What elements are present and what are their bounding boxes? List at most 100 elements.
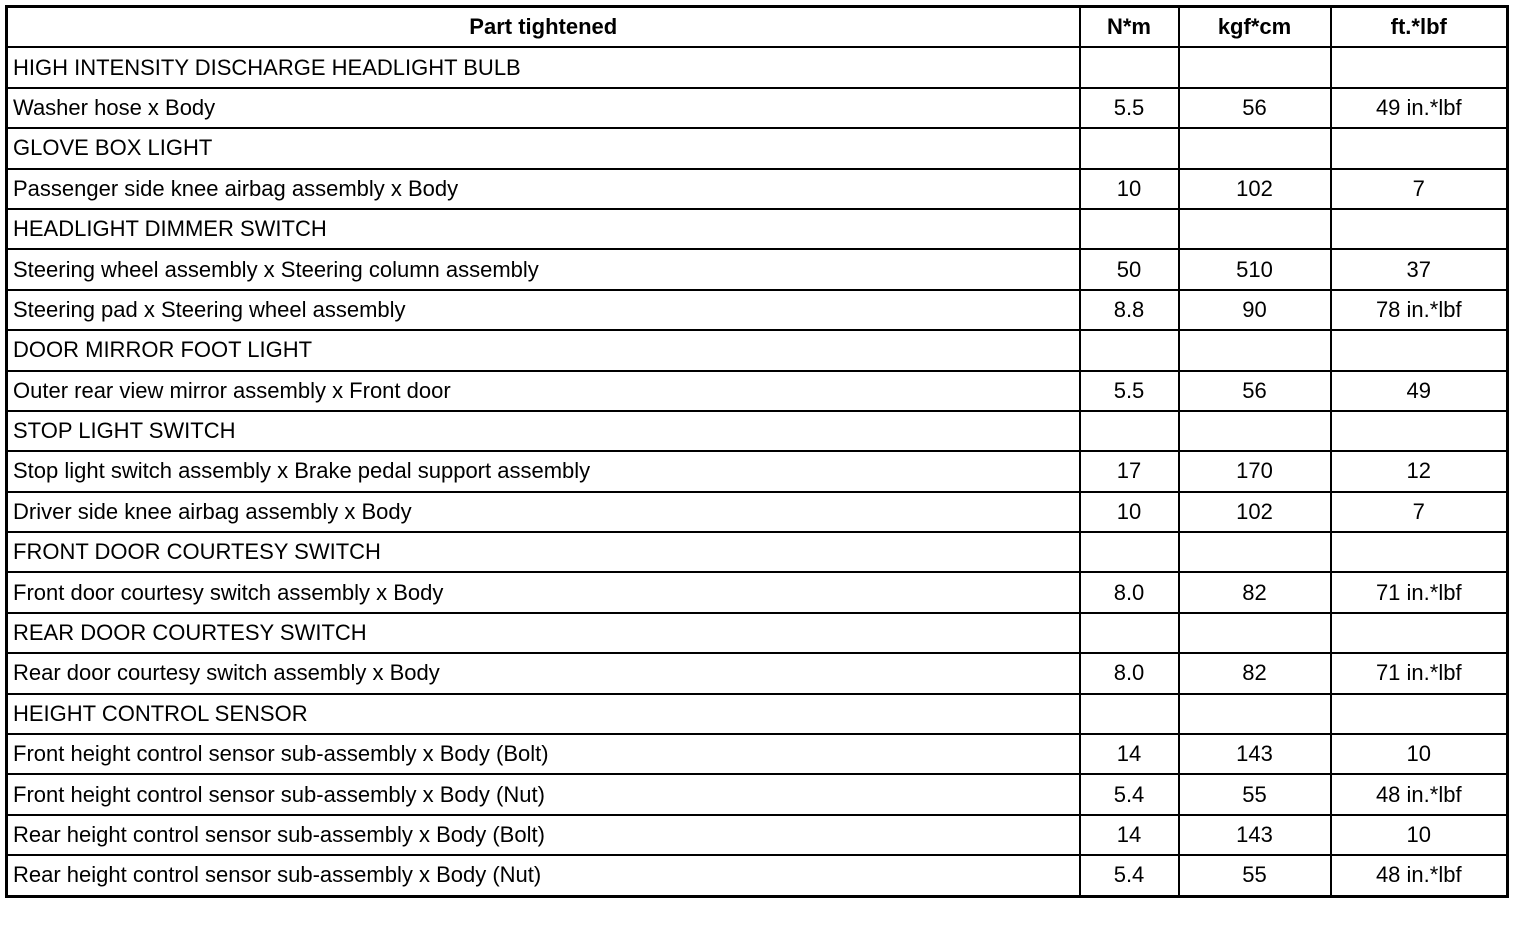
ftlbf-cell: 78 in.*lbf	[1329, 288, 1509, 332]
nm-cell: 50	[1078, 248, 1180, 291]
kgfcm-cell	[1177, 692, 1332, 736]
part-cell: Washer hose x Body	[5, 86, 1081, 130]
nm-cell	[1078, 46, 1180, 89]
part-cell: Driver side knee airbag assembly x Body	[5, 490, 1081, 534]
part-cell: Front door courtesy switch assembly x Bo…	[5, 571, 1081, 614]
nm-cell	[1078, 207, 1180, 251]
ftlbf-cell: 7	[1329, 490, 1509, 534]
part-cell: Steering wheel assembly x Steering colum…	[5, 248, 1081, 291]
nm-cell: 5.5	[1078, 369, 1180, 412]
ftlbf-cell: 12	[1329, 450, 1509, 493]
ftlbf-cell: 37	[1329, 248, 1509, 291]
nm-cell: 8.0	[1078, 652, 1180, 695]
part-cell: Rear door courtesy switch assembly x Bod…	[5, 652, 1081, 695]
ftlbf-cell: 71 in.*lbf	[1329, 571, 1509, 614]
section-row: FRONT DOOR COURTESY SWITCH	[5, 531, 1509, 574]
kgfcm-cell	[1177, 127, 1332, 170]
kgfcm-cell	[1177, 409, 1332, 453]
table-row: Front height control sensor sub-assembly…	[5, 733, 1509, 776]
nm-cell	[1078, 409, 1180, 453]
nm-cell: 14	[1078, 733, 1180, 776]
table-row: Rear height control sensor sub-assembly …	[5, 854, 1509, 898]
table-row: Front height control sensor sub-assembly…	[5, 773, 1509, 816]
header-nm: N*m	[1078, 5, 1180, 49]
table-row: Washer hose x Body 5.5 56 49 in.*lbf	[5, 86, 1509, 130]
part-cell: Passenger side knee airbag assembly x Bo…	[5, 167, 1081, 210]
part-cell: HEADLIGHT DIMMER SWITCH	[5, 207, 1081, 251]
section-row: GLOVE BOX LIGHT	[5, 127, 1509, 170]
table-row: Rear height control sensor sub-assembly …	[5, 813, 1509, 857]
nm-cell: 10	[1078, 167, 1180, 210]
kgfcm-cell: 90	[1177, 288, 1332, 332]
kgfcm-cell: 56	[1177, 86, 1332, 130]
part-cell: Front height control sensor sub-assembly…	[5, 773, 1081, 816]
table-row: Front door courtesy switch assembly x Bo…	[5, 571, 1509, 614]
section-row: STOP LIGHT SWITCH	[5, 409, 1509, 453]
table-row: Outer rear view mirror assembly x Front …	[5, 369, 1509, 412]
nm-cell: 14	[1078, 813, 1180, 857]
kgfcm-cell	[1177, 329, 1332, 372]
part-cell: Outer rear view mirror assembly x Front …	[5, 369, 1081, 412]
header-ftlbf: ft.*lbf	[1329, 5, 1509, 49]
nm-cell	[1078, 531, 1180, 574]
ftlbf-cell: 48 in.*lbf	[1329, 854, 1509, 898]
ftlbf-cell	[1329, 46, 1509, 89]
kgfcm-cell	[1177, 207, 1332, 251]
ftlbf-cell	[1329, 207, 1509, 251]
section-row: DOOR MIRROR FOOT LIGHT	[5, 329, 1509, 372]
ftlbf-cell	[1329, 127, 1509, 170]
part-cell: REAR DOOR COURTESY SWITCH	[5, 611, 1081, 655]
section-row: HEIGHT CONTROL SENSOR	[5, 692, 1509, 736]
kgfcm-cell: 55	[1177, 854, 1332, 898]
torque-spec-table: Part tightened N*m kgf*cm ft.*lbf HIGH I…	[5, 5, 1509, 898]
nm-cell: 5.4	[1078, 854, 1180, 898]
kgfcm-cell: 82	[1177, 571, 1332, 614]
kgfcm-cell: 143	[1177, 813, 1332, 857]
ftlbf-cell	[1329, 692, 1509, 736]
part-cell: DOOR MIRROR FOOT LIGHT	[5, 329, 1081, 372]
ftlbf-cell: 49	[1329, 369, 1509, 412]
header-part: Part tightened	[5, 5, 1081, 49]
nm-cell	[1078, 692, 1180, 736]
nm-cell: 10	[1078, 490, 1180, 534]
ftlbf-cell: 49 in.*lbf	[1329, 86, 1509, 130]
ftlbf-cell: 71 in.*lbf	[1329, 652, 1509, 695]
part-cell: STOP LIGHT SWITCH	[5, 409, 1081, 453]
ftlbf-cell	[1329, 531, 1509, 574]
kgfcm-cell: 143	[1177, 733, 1332, 776]
table-row: Driver side knee airbag assembly x Body 1…	[5, 490, 1509, 534]
table-row: Rear door courtesy switch assembly x Bod…	[5, 652, 1509, 695]
nm-cell: 8.8	[1078, 288, 1180, 332]
kgfcm-cell: 102	[1177, 490, 1332, 534]
kgfcm-cell	[1177, 531, 1332, 574]
part-cell: Rear height control sensor sub-assembly …	[5, 813, 1081, 857]
section-row: HEADLIGHT DIMMER SWITCH	[5, 207, 1509, 251]
part-cell: Front height control sensor sub-assembly…	[5, 733, 1081, 776]
ftlbf-cell: 7	[1329, 167, 1509, 210]
ftlbf-cell	[1329, 409, 1509, 453]
table-row: Steering wheel assembly x Steering colum…	[5, 248, 1509, 291]
kgfcm-cell: 56	[1177, 369, 1332, 412]
kgfcm-cell: 102	[1177, 167, 1332, 210]
kgfcm-cell: 55	[1177, 773, 1332, 816]
nm-cell: 5.5	[1078, 86, 1180, 130]
table-row: Passenger side knee airbag assembly x Bo…	[5, 167, 1509, 210]
ftlbf-cell	[1329, 611, 1509, 655]
part-cell: GLOVE BOX LIGHT	[5, 127, 1081, 170]
ftlbf-cell	[1329, 329, 1509, 372]
part-cell: Rear height control sensor sub-assembly …	[5, 854, 1081, 898]
kgfcm-cell	[1177, 611, 1332, 655]
part-cell: HIGH INTENSITY DISCHARGE HEADLIGHT BULB	[5, 46, 1081, 89]
part-cell: FRONT DOOR COURTESY SWITCH	[5, 531, 1081, 574]
ftlbf-cell: 48 in.*lbf	[1329, 773, 1509, 816]
kgfcm-cell: 170	[1177, 450, 1332, 493]
header-row: Part tightened N*m kgf*cm ft.*lbf	[5, 5, 1509, 49]
table-row: Stop light switch assembly x Brake pedal…	[5, 450, 1509, 493]
part-cell: Steering pad x Steering wheel assembly	[5, 288, 1081, 332]
ftlbf-cell: 10	[1329, 813, 1509, 857]
kgfcm-cell: 510	[1177, 248, 1332, 291]
kgfcm-cell: 82	[1177, 652, 1332, 695]
nm-cell	[1078, 329, 1180, 372]
header-kgfcm: kgf*cm	[1177, 5, 1332, 49]
section-row: HIGH INTENSITY DISCHARGE HEADLIGHT BULB	[5, 46, 1509, 89]
